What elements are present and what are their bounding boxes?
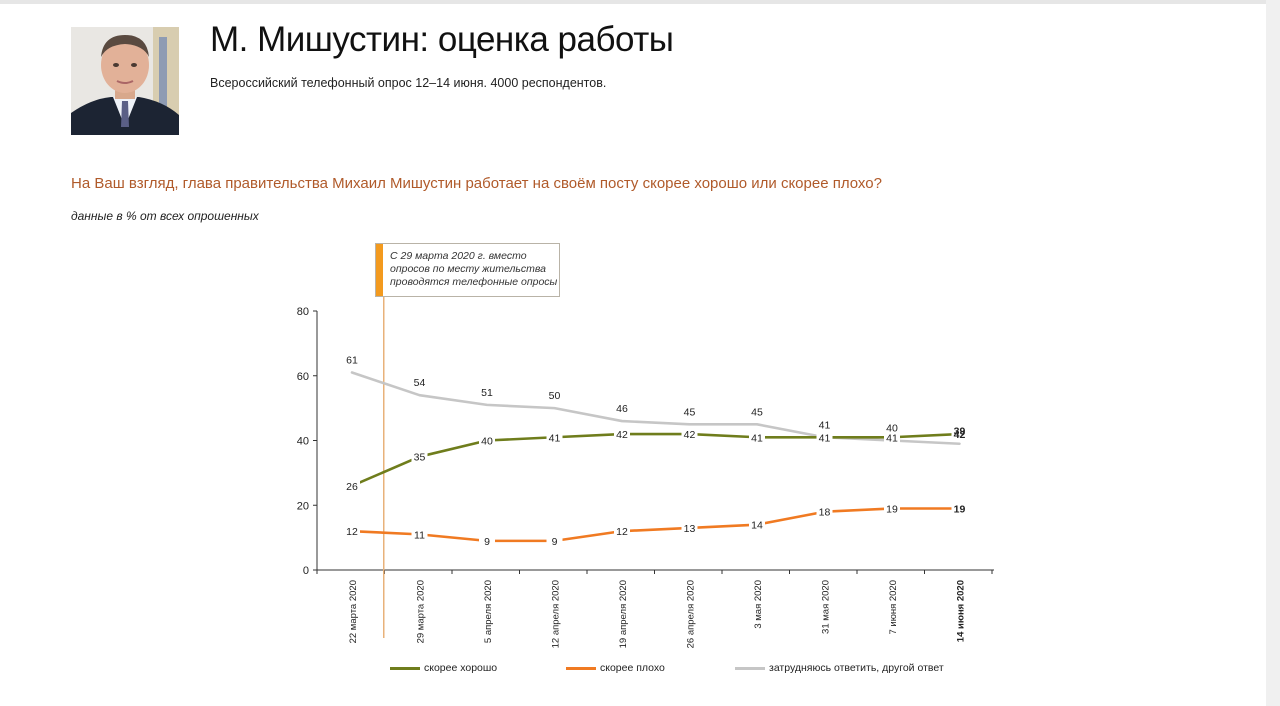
annotation-line: С 29 марта 2020 г. вместо [390, 250, 527, 262]
chart-series [350, 371, 961, 543]
x-tick-label: 3 мая 2020 [753, 580, 764, 629]
data-label: 19 [886, 503, 898, 515]
x-tick-label: 12 апреля 2020 [551, 580, 562, 648]
y-tick-label: 80 [297, 306, 309, 318]
data-label-bg [344, 479, 360, 492]
data-label: 54 [414, 377, 426, 389]
data-label-bg [951, 428, 968, 441]
page-title: М. Мишустин: оценка работы [210, 20, 674, 59]
y-tick-label: 0 [303, 565, 309, 577]
x-tick-label: 5 апреля 2020 [483, 580, 494, 643]
legend-item-good: скорее хорошо [390, 662, 497, 674]
y-tick-label: 60 [297, 371, 309, 383]
data-label: 9 [484, 536, 490, 548]
data-label: 9 [552, 536, 558, 548]
data-label: 11 [414, 529, 425, 541]
window-edge [1266, 0, 1280, 706]
data-label-bg [951, 502, 968, 515]
x-tick-label: 7 июня 2020 [888, 580, 899, 635]
data-label-bg [884, 431, 900, 444]
data-label: 41 [819, 419, 831, 431]
x-tick-label: 31 мая 2020 [821, 580, 832, 634]
data-label: 42 [684, 429, 696, 441]
data-label: 12 [346, 526, 358, 538]
data-label-bg [749, 431, 765, 444]
data-label-bg [546, 534, 563, 547]
data-label: 40 [886, 423, 898, 435]
portrait-photo [71, 27, 179, 135]
x-tick-label: 19 апреля 2020 [618, 580, 629, 648]
data-label-bg [816, 431, 833, 444]
page-subtitle: Всероссийский телефонный опрос 12–14 июн… [210, 76, 607, 90]
legend-label: скорее хорошо [424, 662, 498, 674]
legend-label: затрудняюсь ответить, другой ответ [769, 662, 944, 674]
data-label: 51 [481, 387, 493, 399]
annotation-text: С 29 марта 2020 г. вместо опросов по мес… [390, 250, 557, 289]
data-label-bg [411, 528, 428, 541]
data-label: 42 [954, 429, 966, 441]
survey-question: На Ваш взгляд, глава правительства Михаи… [71, 175, 882, 192]
data-label: 12 [616, 526, 628, 538]
series-line [350, 507, 961, 543]
data-label: 46 [616, 403, 628, 415]
annotation-line: опросов по месту жительства [390, 263, 547, 275]
series-line [350, 371, 961, 446]
data-label-bg [479, 434, 495, 447]
annotation-line: проводятся телефонные опросы [390, 276, 558, 288]
legend-item-bad: скорее плохо [566, 662, 665, 674]
data-label: 61 [346, 355, 358, 367]
data-label: 45 [751, 406, 763, 418]
legend-swatch [735, 666, 765, 670]
data-label: 19 [954, 503, 966, 515]
legend-item-other: затрудняюсь ответить, другой ответ [735, 662, 944, 674]
data-label-bg [411, 450, 428, 463]
data-label-bg [344, 525, 360, 538]
data-label: 39 [954, 426, 966, 438]
data-label-bg [479, 534, 495, 547]
data-label: 40 [481, 436, 493, 448]
data-label-bg [614, 428, 630, 441]
annotation-box: С 29 марта 2020 г. вместо опросов по мес… [375, 243, 560, 297]
data-label: 41 [819, 432, 831, 444]
y-tick-label: 20 [297, 500, 309, 512]
data-label: 18 [819, 507, 831, 519]
data-label-bg [681, 428, 698, 441]
x-tick-label: 22 марта 2020 [348, 580, 359, 643]
data-label-bg [546, 431, 563, 444]
annotation-accent [376, 244, 383, 296]
data-label-bg [749, 518, 765, 531]
legend-label: скорее плохо [600, 662, 665, 674]
chart-axes: 0 20 40 60 80 22 марта 2020 29 марта 2020 5 апр… [297, 306, 994, 648]
data-label-bg [681, 521, 698, 534]
data-label-bg [614, 525, 630, 538]
legend-swatch [390, 666, 420, 670]
data-label: 41 [751, 432, 763, 444]
x-tick-label: 26 апреля 2020 [686, 580, 697, 648]
data-label: 42 [616, 429, 628, 441]
data-label: 26 [346, 481, 358, 493]
data-label: 41 [549, 432, 561, 444]
data-label: 14 [751, 520, 763, 532]
data-label: 41 [886, 432, 898, 444]
legend-swatch [566, 666, 596, 670]
x-tick-label: 29 марта 2020 [416, 580, 427, 643]
top-border [0, 0, 1280, 4]
data-label: 13 [684, 523, 696, 535]
series-line [350, 432, 961, 488]
data-label: 45 [684, 406, 696, 418]
unit-note: данные в % от всех опрошенных [71, 209, 259, 223]
y-tick-label: 40 [297, 436, 309, 448]
data-label: 50 [549, 390, 561, 402]
x-tick-label: 14 июня 2020 [956, 580, 967, 642]
data-label-bg [816, 505, 833, 518]
data-label: 35 [414, 452, 426, 464]
data-label-bg [884, 502, 900, 515]
